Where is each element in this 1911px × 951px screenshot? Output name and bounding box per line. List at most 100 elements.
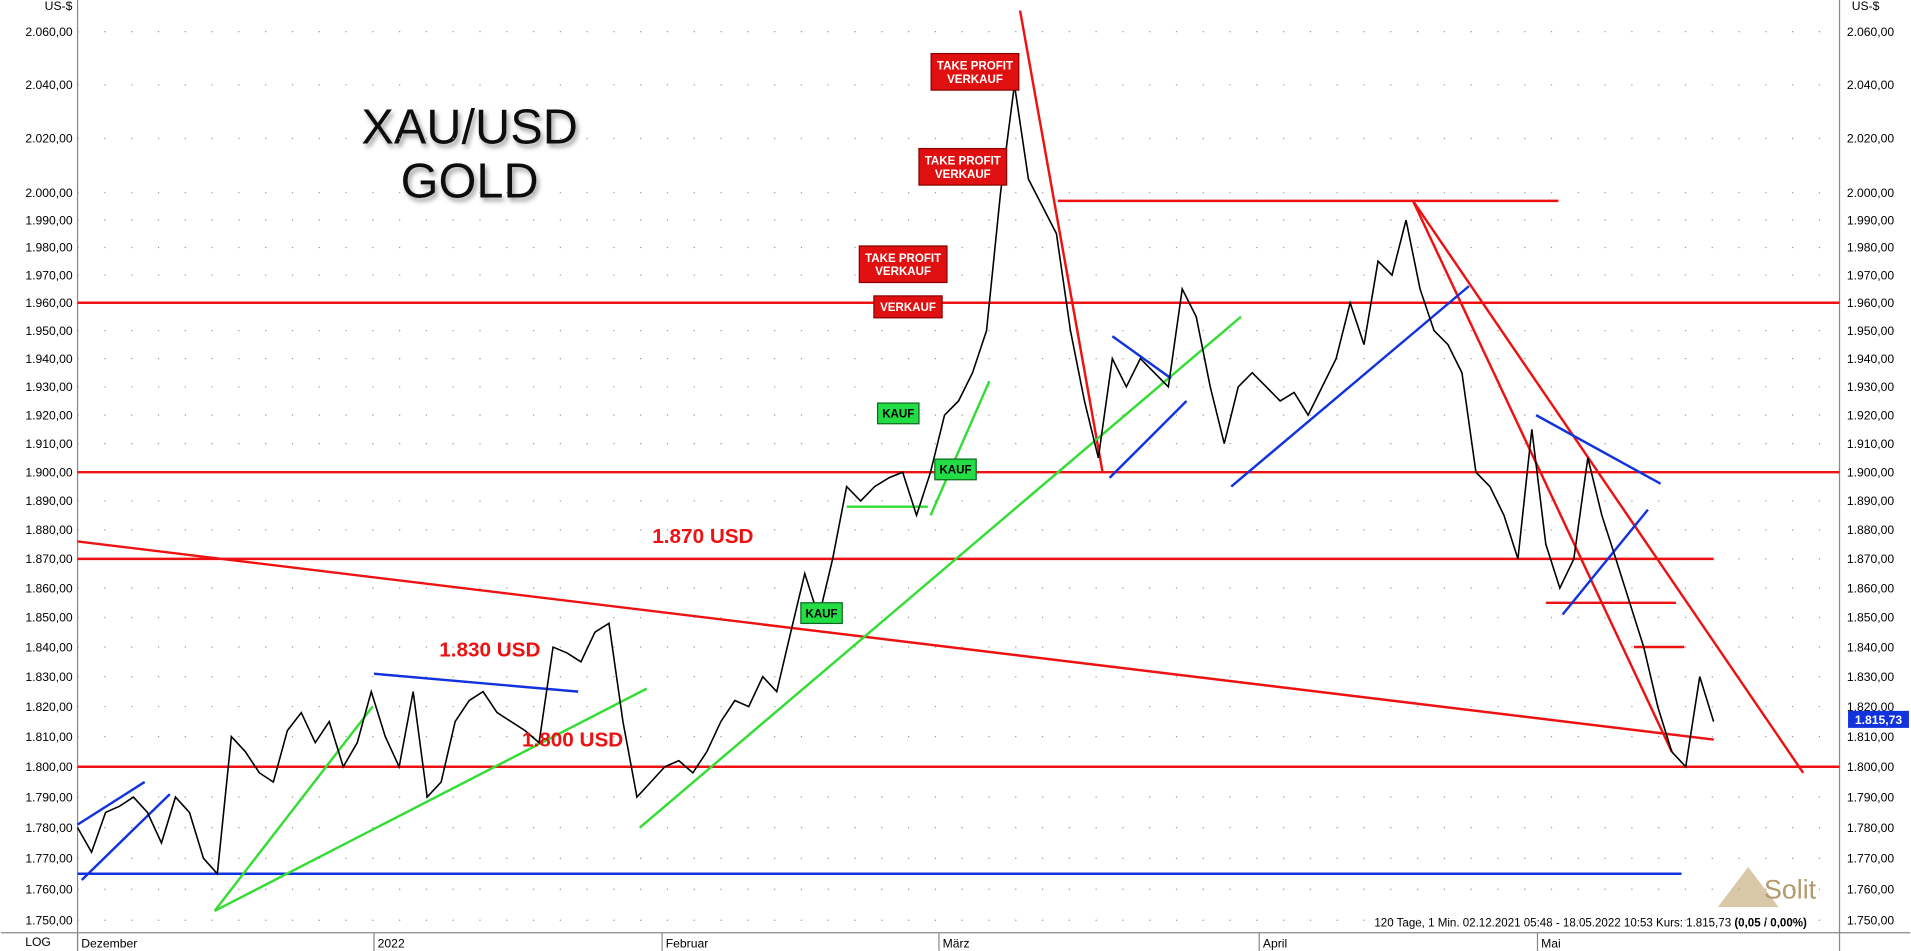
y-tick-label: 1.940,00 xyxy=(25,352,73,366)
x-tick-label: Februar xyxy=(666,936,709,950)
sell-box xyxy=(930,52,1020,91)
y-tick-label: 1.800,00 xyxy=(1847,760,1895,774)
logo: Solit xyxy=(1717,866,1817,908)
y-tick-label: 1.910,00 xyxy=(1847,437,1895,451)
footer-change: (0,05 / 0,00%) xyxy=(1734,918,1807,930)
y-tick-label: 1.850,00 xyxy=(25,611,73,625)
y-tick-label: 1.900,00 xyxy=(25,465,73,479)
sell-label: TAKE PROFIT xyxy=(937,60,1013,72)
x-tick-label: April xyxy=(1263,936,1287,950)
y-tick-label: 2.000,00 xyxy=(25,186,73,200)
y-tick-label: 1.900,00 xyxy=(1847,465,1895,479)
trend-line xyxy=(1561,508,1649,616)
y-tick-label: 1.890,00 xyxy=(25,494,73,508)
trend-line xyxy=(1111,335,1172,380)
sell-label: VERKAUF xyxy=(880,302,936,314)
y-tick-label: 1.850,00 xyxy=(1847,611,1895,625)
trend-line xyxy=(77,540,1714,741)
y-tick-label: 1.760,00 xyxy=(25,882,73,896)
y-tick-label: 1.860,00 xyxy=(1847,581,1895,595)
trend-line xyxy=(1230,285,1470,488)
buy-label: KAUF xyxy=(806,608,838,620)
y-tick-label: 1.970,00 xyxy=(1847,268,1895,282)
y-tick-label: 2.020,00 xyxy=(25,132,73,146)
sell-label: VERKAUF xyxy=(935,169,991,181)
level-label: 1.870 USD xyxy=(652,525,753,548)
trend-line xyxy=(1535,414,1662,485)
y-tick-label: 1.990,00 xyxy=(25,213,73,227)
y-tick-label: 1.790,00 xyxy=(1847,790,1895,804)
y-tick-label: 2.040,00 xyxy=(25,78,73,92)
y-tick-label: 1.780,00 xyxy=(1847,821,1895,835)
y-tick-label: 1.860,00 xyxy=(25,581,73,595)
y-unit-right: US-$ xyxy=(1852,0,1880,13)
level-label: 1.800 USD xyxy=(522,728,623,751)
y-tick-label: 1.990,00 xyxy=(1847,213,1895,227)
trend-line xyxy=(1018,10,1104,473)
y-tick-label: 1.960,00 xyxy=(25,296,73,310)
y-unit-left: US-$ xyxy=(45,0,73,13)
y-tick-label: 2.020,00 xyxy=(1847,132,1895,146)
sell-box xyxy=(918,147,1008,186)
y-tick-label: 1.780,00 xyxy=(25,821,73,835)
y-tick-label: 1.830,00 xyxy=(1847,670,1895,684)
y-tick-label: 1.820,00 xyxy=(1847,700,1895,714)
last-price-label: 1.815,73 xyxy=(1855,713,1903,727)
y-tick-label: 1.770,00 xyxy=(25,852,73,866)
y-tick-label: 1.820,00 xyxy=(25,700,73,714)
y-tick-label: 2.000,00 xyxy=(1847,186,1895,200)
sell-box xyxy=(858,245,948,284)
scale-label: LOG xyxy=(25,935,51,949)
y-tick-label: 1.870,00 xyxy=(25,552,73,566)
sell-label: TAKE PROFIT xyxy=(925,155,1001,167)
title-line: XAU/USD xyxy=(361,101,577,155)
price-line xyxy=(76,84,1715,876)
y-tick-label: 2.060,00 xyxy=(25,25,73,39)
sell-label: VERKAUF xyxy=(875,266,931,278)
y-tick-label: 2.060,00 xyxy=(1847,25,1895,39)
trend-line xyxy=(929,380,991,516)
trend-line xyxy=(1108,400,1188,479)
y-tick-label: 1.810,00 xyxy=(1847,730,1895,744)
y-tick-label: 1.980,00 xyxy=(25,241,73,255)
y-tick-label: 1.800,00 xyxy=(25,760,73,774)
y-tick-label: 1.870,00 xyxy=(1847,552,1895,566)
y-tick-label: 1.950,00 xyxy=(25,324,73,338)
y-tick-label: 1.910,00 xyxy=(25,437,73,451)
y-tick-label: 1.960,00 xyxy=(1847,296,1895,310)
y-tick-label: 1.790,00 xyxy=(25,790,73,804)
trend-line xyxy=(76,780,146,826)
level-label: 1.830 USD xyxy=(439,638,540,661)
y-tick-label: 1.940,00 xyxy=(1847,352,1895,366)
x-tick-label: Mai xyxy=(1541,936,1561,950)
sell-box xyxy=(873,295,943,319)
buy-label: KAUF xyxy=(939,465,971,477)
y-tick-label: 1.950,00 xyxy=(1847,324,1895,338)
logo-pyramid xyxy=(1717,866,1779,908)
title-line: GOLD xyxy=(401,154,539,208)
y-tick-label: 1.810,00 xyxy=(25,730,73,744)
sell-label: TAKE PROFIT xyxy=(865,253,941,265)
buy-box xyxy=(934,458,977,481)
y-tick-label: 1.750,00 xyxy=(1847,914,1895,928)
x-tick-label: 2022 xyxy=(378,936,405,950)
trend-line xyxy=(213,705,374,912)
y-tick-label: 2.040,00 xyxy=(1847,78,1895,92)
y-tick-label: 1.920,00 xyxy=(25,408,73,422)
last-price-box xyxy=(1848,710,1909,728)
y-tick-label: 1.770,00 xyxy=(1847,852,1895,866)
logo-text: Solit xyxy=(1764,875,1817,905)
sell-label: VERKAUF xyxy=(947,74,1003,86)
y-tick-label: 1.830,00 xyxy=(25,670,73,684)
y-tick-label: 1.930,00 xyxy=(25,380,73,394)
trend-line xyxy=(1411,200,1673,753)
buy-box xyxy=(876,402,920,425)
footer: 120 Tage, 1 Min. 02.12.2021 05:48 - 18.0… xyxy=(1374,918,1807,930)
y-tick-label: 1.920,00 xyxy=(1847,408,1895,422)
y-tick-label: 1.930,00 xyxy=(1847,380,1895,394)
x-tick-label: Dezember xyxy=(81,936,137,950)
trend-line xyxy=(1412,200,1805,774)
y-tick-label: 1.750,00 xyxy=(25,914,73,928)
